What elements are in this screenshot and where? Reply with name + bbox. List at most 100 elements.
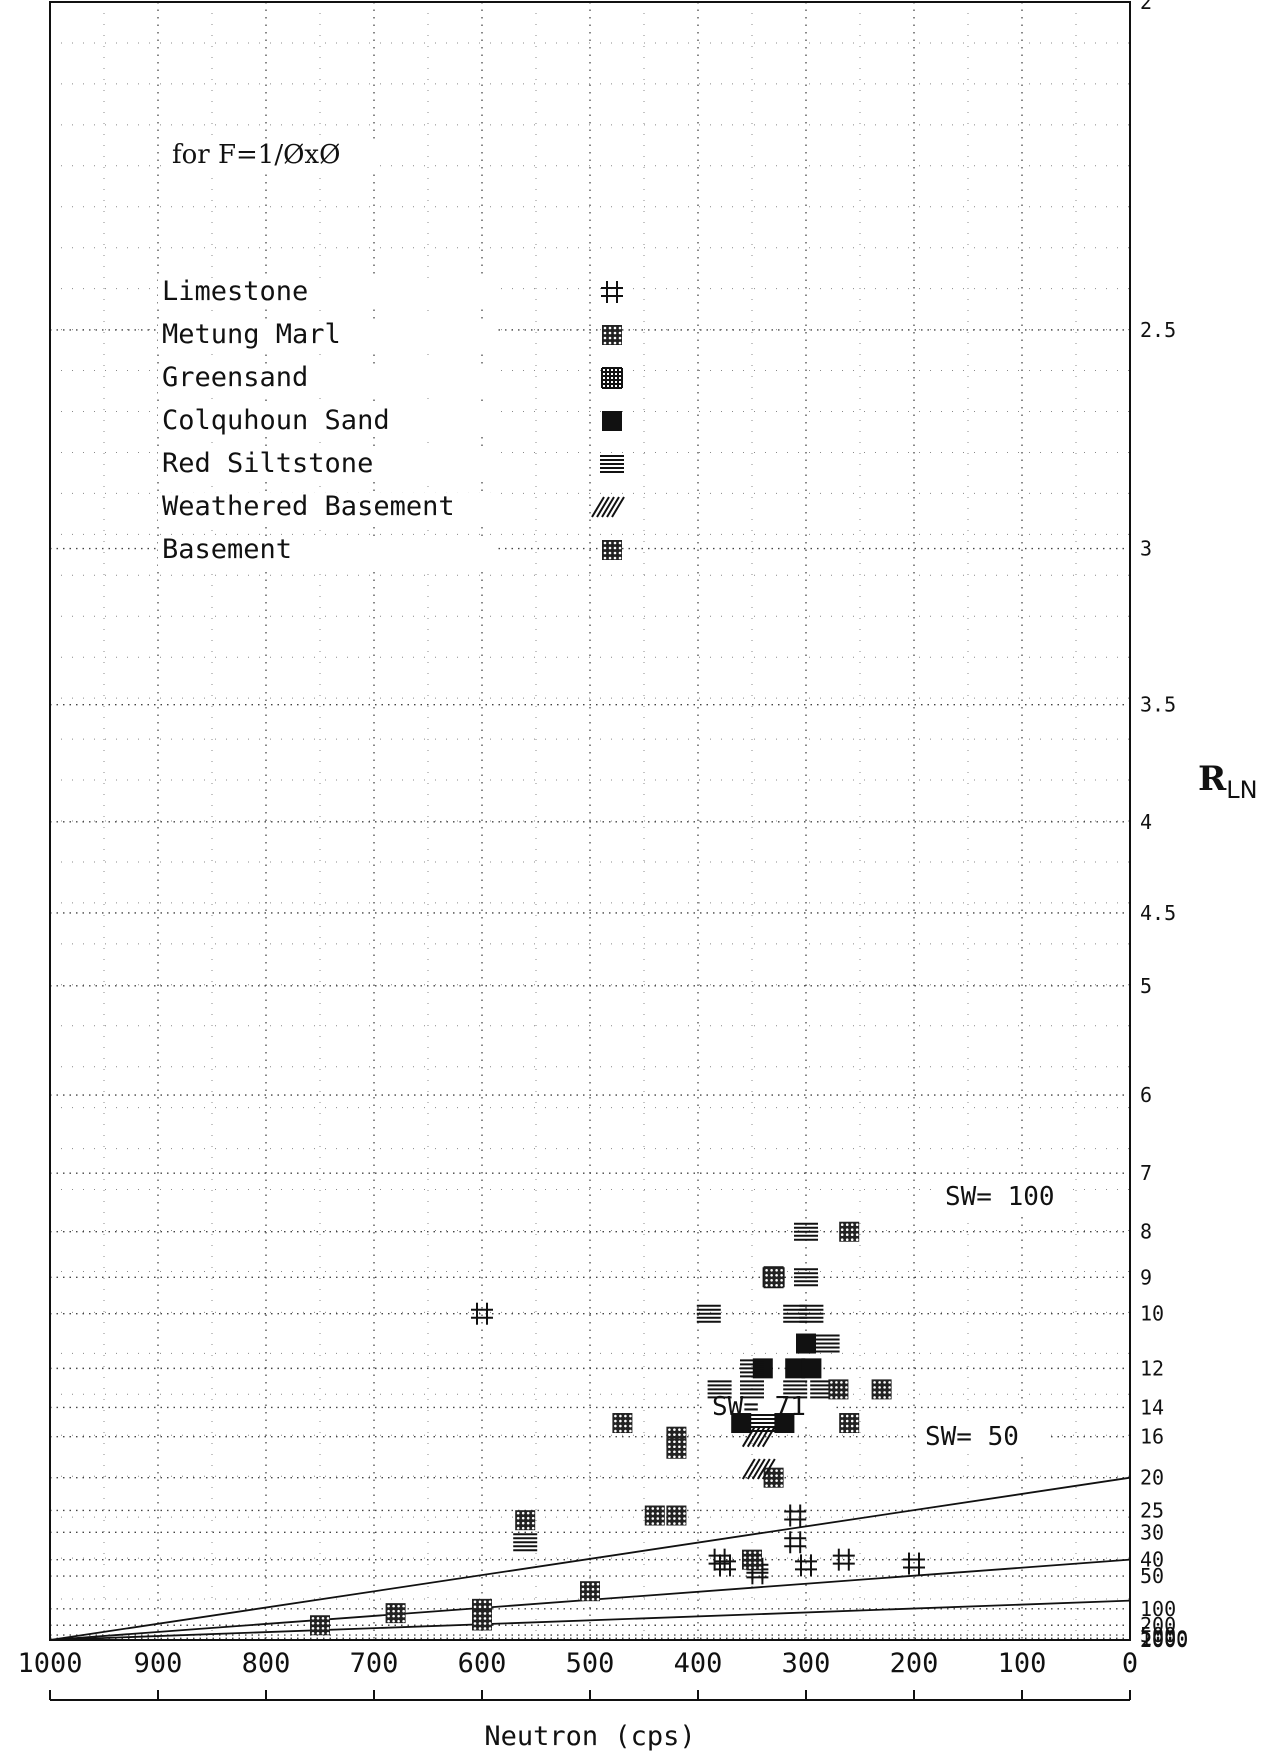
x-tick-label: 500 bbox=[566, 1648, 615, 1679]
x-tick-label: 1000 bbox=[17, 1648, 82, 1679]
legend-label-bg bbox=[158, 364, 498, 394]
x-tick-label: 300 bbox=[782, 1648, 831, 1679]
data-point bbox=[832, 1548, 855, 1571]
plot-frame bbox=[49, 1, 1131, 1641]
data-point bbox=[783, 1380, 808, 1399]
legend-label-bg bbox=[158, 321, 498, 351]
data-points bbox=[310, 1221, 925, 1636]
y-tick-label: 2.5 bbox=[1140, 318, 1176, 342]
sw-label-bg bbox=[706, 1389, 836, 1423]
legend-label: Basement bbox=[162, 534, 292, 565]
y-tick-label: 5 bbox=[1140, 974, 1152, 998]
chart-title: for F=1/ØxØ bbox=[172, 140, 340, 170]
data-point bbox=[471, 1302, 493, 1325]
x-tick-label: 0 bbox=[1122, 1648, 1138, 1679]
y-tick-label: 8 bbox=[1140, 1220, 1152, 1244]
y-tick-label: 12 bbox=[1140, 1356, 1164, 1380]
y-tick-label: 2 bbox=[1140, 0, 1152, 14]
data-point bbox=[763, 1267, 784, 1288]
data-point bbox=[696, 1304, 721, 1323]
y-tick-label: 3 bbox=[1140, 537, 1152, 561]
data-point bbox=[666, 1505, 687, 1526]
title-bg bbox=[168, 140, 378, 172]
data-point bbox=[513, 1533, 538, 1552]
y-tick-label: 50 bbox=[1140, 1564, 1164, 1588]
legend-symbol bbox=[601, 281, 623, 303]
data-point bbox=[783, 1304, 808, 1323]
x-tick-label: 900 bbox=[134, 1648, 183, 1679]
y-tick-labels: 22.533.544.55678910121416202530405010020… bbox=[1140, 0, 1188, 1652]
data-point bbox=[742, 1549, 762, 1570]
legend-label: Metung Marl bbox=[162, 319, 341, 350]
sw-line bbox=[49, 1476, 1131, 1641]
data-point bbox=[839, 1221, 860, 1242]
sw-label-bg bbox=[919, 1419, 1049, 1453]
data-point bbox=[666, 1438, 687, 1459]
legend-label: Red Siltstone bbox=[162, 448, 373, 479]
data-point bbox=[871, 1379, 892, 1400]
data-point bbox=[801, 1358, 822, 1379]
data-point bbox=[707, 1380, 732, 1399]
x-tick-label: 400 bbox=[674, 1648, 723, 1679]
data-point bbox=[644, 1505, 665, 1526]
data-point bbox=[515, 1510, 536, 1531]
data-point bbox=[784, 1504, 807, 1527]
data-point bbox=[731, 1413, 752, 1434]
x-axis-label: Neutron (cps) bbox=[484, 1721, 695, 1752]
y-tick-label: 500 bbox=[1140, 1623, 1176, 1647]
y-tick-label: 3.5 bbox=[1140, 693, 1176, 717]
data-point bbox=[741, 1458, 776, 1480]
data-point bbox=[740, 1380, 764, 1399]
legend-label: Colquhoun Sand bbox=[162, 405, 390, 436]
legend-label-bg bbox=[158, 493, 498, 523]
y-tick-label: 4.5 bbox=[1140, 901, 1176, 925]
legend-label: Weathered Basement bbox=[162, 491, 455, 522]
data-point bbox=[472, 1610, 492, 1631]
data-point bbox=[785, 1358, 806, 1379]
legend-label-bg bbox=[158, 278, 498, 308]
data-point bbox=[903, 1552, 925, 1575]
y-tick-label: 14 bbox=[1140, 1395, 1164, 1419]
data-point bbox=[385, 1603, 406, 1624]
legend-label-bg bbox=[158, 450, 498, 480]
x-axis: 1000 900 800 700 600 500 400 300 200 100 0 bbox=[17, 1648, 1138, 1701]
data-point bbox=[796, 1333, 816, 1354]
x-tick-label: 800 bbox=[242, 1648, 291, 1679]
sw-label-bg bbox=[939, 1179, 1069, 1213]
data-point bbox=[714, 1554, 736, 1577]
y-tick-label: 10 bbox=[1140, 1302, 1164, 1326]
legend-symbol bbox=[602, 325, 622, 345]
data-point bbox=[612, 1413, 633, 1434]
y-axis-label-sub: LN bbox=[1226, 776, 1257, 804]
y-axis-label-main: R bbox=[1198, 759, 1227, 799]
y-tick-label: 6 bbox=[1140, 1083, 1152, 1107]
legend-label-bg bbox=[158, 407, 498, 437]
x-tick-label: 700 bbox=[350, 1648, 399, 1679]
data-point bbox=[794, 1222, 818, 1241]
data-point bbox=[794, 1268, 818, 1287]
sw-label: SW= 100 bbox=[945, 1182, 1055, 1212]
y-tick-label: 7 bbox=[1140, 1161, 1152, 1185]
data-point bbox=[741, 1426, 776, 1448]
data-point bbox=[784, 1531, 807, 1554]
data-point bbox=[839, 1413, 860, 1434]
legend-symbol bbox=[602, 411, 622, 431]
data-point bbox=[740, 1359, 764, 1378]
data-point bbox=[310, 1615, 330, 1636]
y-tick-label: 30 bbox=[1140, 1520, 1164, 1544]
data-point bbox=[774, 1413, 795, 1434]
legend-symbol bbox=[602, 540, 622, 560]
legend-symbol bbox=[601, 367, 623, 389]
data-point bbox=[828, 1379, 849, 1400]
data-point bbox=[763, 1467, 784, 1488]
data-point bbox=[580, 1581, 600, 1602]
y-tick-label: 40 bbox=[1140, 1548, 1164, 1572]
sw-line bbox=[49, 1599, 1131, 1641]
sw-label: SW= 50 bbox=[925, 1422, 1019, 1452]
legend-label: Limestone bbox=[162, 276, 308, 307]
y-tick-label: 9 bbox=[1140, 1265, 1152, 1289]
legend-symbol bbox=[600, 455, 624, 473]
legend: Limestone Metung Marl Greensand Colquhoun S… bbox=[158, 140, 625, 566]
x-tick-label: 200 bbox=[890, 1648, 939, 1679]
